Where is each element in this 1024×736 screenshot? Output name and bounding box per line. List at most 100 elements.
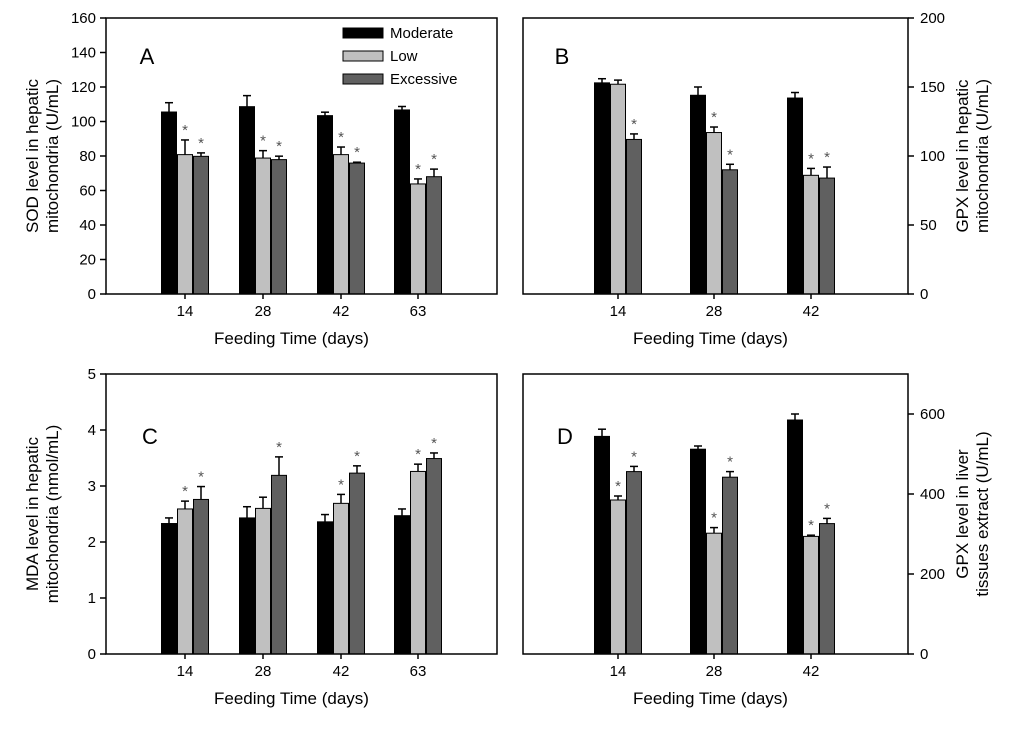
bar-excessive: [626, 471, 642, 655]
significance-marker: *: [727, 146, 733, 163]
bar-low: [706, 132, 722, 295]
y-axis-label: mitochondria (U/mL): [973, 79, 992, 233]
y-tick-label: 60: [79, 183, 96, 200]
y-axis-label: GPX level in liver: [953, 449, 972, 579]
bar-excessive: [349, 162, 365, 295]
y-tick-label: 140: [71, 45, 96, 62]
y-tick-label: 0: [920, 646, 928, 663]
y-axis-label: MDA level in hepatic: [23, 436, 42, 591]
y-tick-label: 600: [920, 406, 945, 423]
bar-moderate: [787, 419, 803, 655]
bar-low: [610, 83, 626, 295]
panel-c: * * * * * * * 0 1 2 3 4 5 14 28 42 63 Feeding Time (days)…: [23, 366, 498, 708]
y-tick-label: 150: [920, 79, 945, 96]
panel-label: C: [142, 424, 158, 449]
bar-excessive: [193, 498, 209, 655]
bar-excessive: [426, 458, 442, 655]
significance-marker: *: [711, 510, 717, 527]
bar-excessive: [626, 138, 642, 295]
legend-swatch-moderate: [342, 27, 384, 39]
significance-marker: *: [198, 135, 204, 152]
legend-swatch-low: [342, 50, 384, 62]
x-axis-label: Feeding Time (days): [214, 689, 369, 708]
y-axis-label: SOD level in hepatic: [23, 78, 42, 233]
bar-excessive: [349, 472, 365, 655]
x-tick-label: 42: [803, 663, 820, 680]
y-tick-label: 4: [88, 422, 96, 439]
significance-marker: *: [808, 150, 814, 167]
significance-marker: *: [182, 122, 188, 139]
y-tick-label: 0: [920, 286, 928, 303]
bar-excessive: [722, 476, 738, 655]
bar-low: [803, 174, 819, 295]
bar-moderate: [594, 82, 610, 295]
significance-marker: *: [615, 478, 621, 495]
x-tick-label: 14: [177, 663, 194, 680]
bar-moderate: [394, 515, 410, 655]
y-tick-label: 40: [79, 217, 96, 234]
bar-low: [803, 535, 819, 655]
panel-a: * * * * * * * * 0 20 40 60 80 100 120 140 160 14 28 42 63 Fee…: [23, 10, 498, 348]
bar-excessive: [193, 155, 209, 295]
significance-marker: *: [354, 144, 360, 161]
bar-low: [255, 507, 271, 655]
y-tick-label: 2: [88, 534, 96, 551]
y-tick-label: 0: [88, 646, 96, 663]
x-tick-label: 63: [410, 663, 427, 680]
legend-label: Low: [390, 48, 418, 65]
significance-marker: *: [182, 483, 188, 500]
y-tick-label: 0: [88, 286, 96, 303]
bar-excessive: [271, 159, 287, 295]
bar-low: [333, 502, 349, 655]
significance-marker: *: [631, 116, 637, 133]
x-tick-label: 28: [706, 303, 723, 320]
significance-marker: *: [727, 454, 733, 471]
x-tick-label: 14: [610, 663, 627, 680]
legend-label: Excessive: [390, 71, 458, 88]
y-tick-label: 160: [71, 10, 96, 27]
bar-low: [333, 154, 349, 295]
significance-marker: *: [824, 149, 830, 166]
significance-marker: *: [354, 448, 360, 465]
significance-marker: *: [415, 446, 421, 463]
y-tick-label: 1: [88, 590, 96, 607]
bar-excessive: [819, 523, 835, 655]
bar-low: [255, 157, 271, 295]
y-tick-label: 3: [88, 478, 96, 495]
bar-moderate: [239, 517, 255, 655]
y-axis-label: tissues extract (U/mL): [973, 431, 992, 596]
panel-label: A: [140, 44, 155, 69]
bar-moderate: [394, 109, 410, 295]
y-tick-label: 120: [71, 79, 96, 96]
y-axis-label: GPX level in hepatic: [953, 79, 972, 233]
x-axis-label: Feeding Time (days): [633, 689, 788, 708]
bar-moderate: [161, 523, 177, 655]
legend-label: Moderate: [390, 25, 453, 42]
y-tick-label: 80: [79, 148, 96, 165]
y-tick-label: 5: [88, 366, 96, 383]
x-tick-label: 14: [177, 303, 194, 320]
y-tick-label: 50: [920, 217, 937, 234]
significance-marker: *: [431, 151, 437, 168]
plot-frame: [105, 373, 498, 655]
x-tick-label: 28: [255, 303, 272, 320]
bar-low: [177, 154, 193, 295]
bar-moderate: [239, 106, 255, 295]
x-tick-label: 63: [410, 303, 427, 320]
x-tick-label: 28: [706, 663, 723, 680]
y-tick-label: 100: [71, 114, 96, 131]
y-tick-label: 20: [79, 252, 96, 269]
bar-moderate: [317, 521, 333, 655]
bar-moderate: [690, 94, 706, 295]
bar-low: [410, 183, 426, 295]
bar-moderate: [161, 111, 177, 295]
x-tick-label: 28: [255, 663, 272, 680]
significance-marker: *: [260, 133, 266, 150]
bar-low: [177, 508, 193, 655]
bar-excessive: [722, 169, 738, 295]
x-tick-label: 42: [333, 663, 350, 680]
significance-marker: *: [711, 109, 717, 126]
significance-marker: *: [338, 476, 344, 493]
y-tick-label: 400: [920, 486, 945, 503]
